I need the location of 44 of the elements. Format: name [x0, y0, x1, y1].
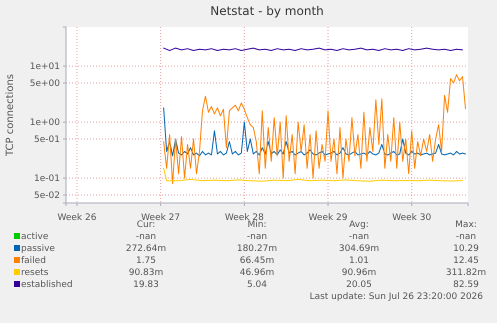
text: -nan: [348, 232, 370, 242]
text: 10.29: [453, 244, 480, 254]
line-series: [163, 168, 464, 182]
text: 5.04: [246, 280, 268, 290]
y-tick-label: 1e+00: [30, 118, 60, 128]
text: 82.59: [453, 280, 480, 290]
text: 1.75: [136, 256, 156, 266]
text: Max:: [455, 220, 477, 230]
text: 272.64m: [126, 244, 166, 254]
text: 19.83: [133, 280, 159, 290]
legend-label: passive: [21, 244, 56, 254]
x-tick-label: Week 26: [57, 212, 97, 223]
y-tick-label: 5e-02: [34, 190, 60, 201]
legend-label: resets: [21, 268, 49, 278]
y-tick-label: 5e+00: [30, 78, 60, 89]
text: 1.01: [348, 256, 370, 266]
line-series: [163, 107, 466, 156]
text: -nan: [456, 232, 476, 242]
text: -nan: [246, 232, 268, 242]
text: 311.82m: [446, 268, 486, 278]
text: 46.96m: [240, 268, 274, 278]
text: 66.45m: [240, 256, 274, 266]
y-tick-label: 1e+01: [30, 62, 60, 72]
y-axis-title: TCP connections: [5, 74, 16, 158]
text: 20.05: [346, 280, 372, 290]
legend-label: failed: [21, 256, 46, 266]
text: Avg:: [349, 220, 369, 230]
legend-label: active: [21, 232, 49, 242]
y-tick-label: 1e-01: [34, 174, 60, 184]
x-tick-label: Week 30: [392, 212, 432, 223]
text: 12.45: [453, 256, 479, 266]
x-tick-label: Week 29: [308, 212, 348, 223]
text: 304.69m: [338, 244, 380, 254]
line-series: [163, 74, 466, 184]
text: 90.96m: [342, 268, 376, 278]
chart-title: Netstat - by month: [210, 4, 324, 18]
legend-label: established: [21, 280, 73, 290]
text: Last update: Sun Jul 26 23:20:00 2026: [310, 292, 484, 302]
y-tick-label: 5e-01: [34, 134, 60, 145]
text: 180.27m: [236, 244, 278, 254]
text: 90.83m: [128, 268, 164, 278]
text: Min:: [247, 220, 267, 230]
text: Cur:: [136, 220, 156, 230]
text: -nan: [136, 232, 156, 242]
